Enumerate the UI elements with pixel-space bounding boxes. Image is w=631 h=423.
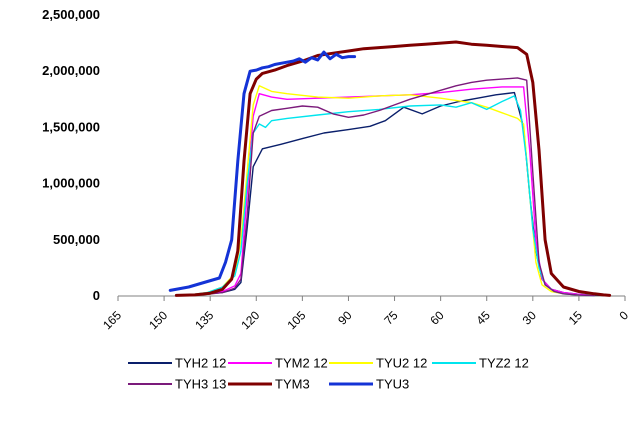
legend-label: TYU2 12	[376, 356, 427, 371]
x-tick-label: 30	[520, 308, 540, 328]
legend-item: TYM3	[228, 377, 310, 392]
legend-item: TYH2 12	[128, 356, 226, 371]
x-tick-label: 120	[238, 308, 262, 332]
legend-item: TYH3 13	[128, 377, 226, 392]
y-tick-label: 2,000,000	[42, 63, 100, 78]
legend-item: TYZ2 12	[432, 356, 529, 371]
legend-item: TYU3	[329, 377, 409, 392]
x-tick-label: 60	[427, 308, 447, 328]
legend-label: TYM3	[275, 377, 310, 392]
y-tick-label: 500,000	[53, 232, 100, 247]
x-tick-label: 165	[100, 308, 124, 332]
y-axis-tick-labels: 0 500,000 1,000,000 1,500,000 2,000,000 2,500…	[42, 7, 100, 303]
x-tick-label: 105	[284, 308, 308, 332]
legend-label: TYU3	[376, 377, 409, 392]
legend-label: TYH3 13	[175, 377, 226, 392]
x-tick-label: 135	[192, 308, 216, 332]
series-line-tyh3-13	[184, 77, 595, 297]
series-line-tyu3	[168, 50, 357, 292]
x-tick-label: 150	[146, 308, 170, 332]
legend-label: TYZ2 12	[479, 356, 529, 371]
x-tick-label: 75	[381, 308, 401, 328]
x-tick-label: 15	[566, 308, 586, 328]
x-tick-label: 90	[335, 308, 355, 328]
y-tick-label: 0	[93, 288, 100, 303]
x-axis-tick-labels: 165 150 135 120 105 90 75 60 45 30 15 0	[100, 308, 631, 332]
x-tick-label: 45	[474, 308, 494, 328]
plot-series	[168, 40, 612, 297]
x-axis-ticks	[117, 296, 626, 301]
x-tick-label: 0	[616, 308, 631, 323]
legend-label: TYH2 12	[175, 356, 226, 371]
legend-item: TYU2 12	[329, 356, 427, 371]
series-line-tym3	[174, 40, 612, 297]
legend: TYH2 12 TYM2 12 TYU2 12 TYZ2 12 TYH3 13 TYM3 T…	[128, 356, 529, 392]
legend-item: TYM2 12	[228, 356, 328, 371]
y-tick-label: 1,500,000	[42, 119, 100, 134]
y-tick-label: 1,000,000	[42, 176, 100, 191]
series-line-tyu2-12	[184, 85, 595, 297]
legend-label: TYM2 12	[275, 356, 328, 371]
y-tick-label: 2,500,000	[42, 7, 100, 22]
series-line-tyz2-12	[184, 95, 595, 297]
